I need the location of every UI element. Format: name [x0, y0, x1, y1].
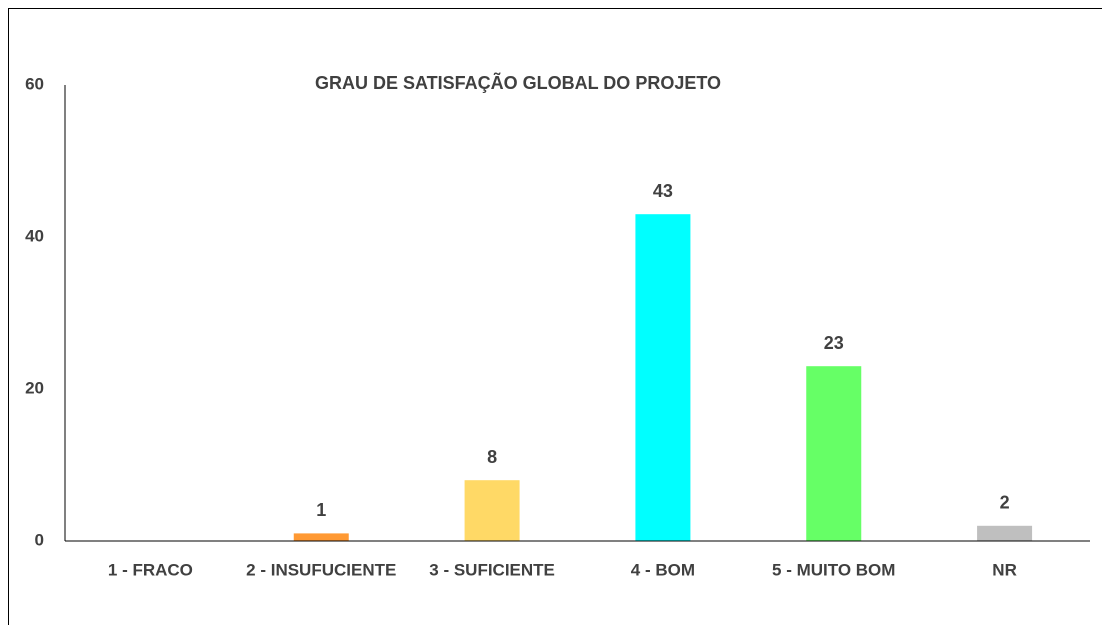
bar	[977, 525, 1033, 541]
y-tick-label: 20	[25, 378, 44, 397]
data-label: 1	[316, 500, 326, 520]
data-label: 23	[824, 333, 844, 353]
x-tick-label: 2 - INSUFUCIENTE	[246, 560, 396, 579]
bar	[806, 366, 862, 541]
frame	[8, 8, 1102, 625]
y-tick-label: 60	[25, 74, 44, 93]
y-tick-label: 0	[35, 530, 44, 549]
x-tick-label: 1 - FRACO	[108, 560, 193, 579]
y-tick-label: 40	[25, 226, 44, 245]
bar	[464, 480, 520, 541]
bar	[293, 533, 349, 541]
bar	[635, 214, 691, 541]
data-label: 8	[487, 447, 497, 467]
x-tick-label: NR	[992, 560, 1017, 579]
data-label: 43	[653, 181, 673, 201]
chart-title: GRAU DE SATISFAÇÃO GLOBAL DO PROJETO	[315, 72, 721, 93]
x-tick-label: 4 - BOM	[631, 560, 695, 579]
data-label: 2	[1000, 493, 1010, 513]
x-tick-label: 3 - SUFICIENTE	[429, 560, 555, 579]
x-tick-label: 5 - MUITO BOM	[772, 560, 895, 579]
